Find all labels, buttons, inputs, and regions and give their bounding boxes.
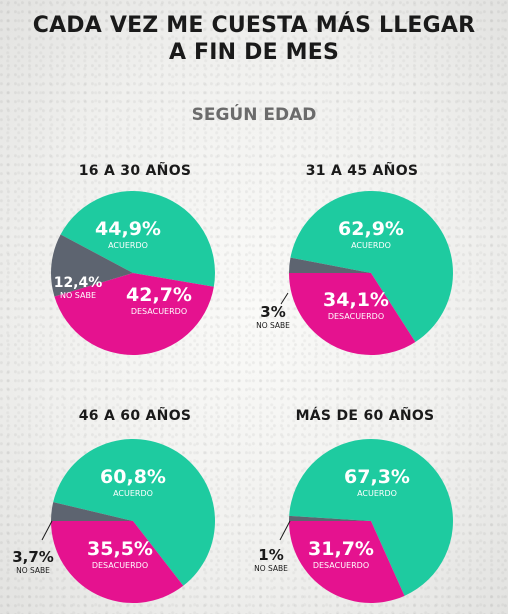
pie-slice-no-sabe xyxy=(289,257,371,273)
chart-title-16-30: 16 A 30 AÑOS xyxy=(78,163,192,179)
slice-category-label: DESACUERDO xyxy=(328,312,384,321)
chart-title-31-45: 31 A 45 AÑOS xyxy=(305,163,419,179)
pie-group-3: 67,3%ACUERDO 31,7%DESACUERDO 1%NO SABE xyxy=(254,439,453,603)
slice-value-label: 3,7% xyxy=(12,548,54,566)
pie-group-1: 62,9%ACUERDO 34,1%DESACUERDO 3%NO SABE xyxy=(256,191,453,356)
pie-slice-acuerdo xyxy=(290,191,453,342)
slice-value-label: 35,5% xyxy=(87,538,153,560)
slice-value-label: 3% xyxy=(260,303,285,321)
page-title: CADA VEZ ME CUESTA MÁS LLEGAR A FIN DE M… xyxy=(0,12,508,66)
slice-category-label: ACUERDO xyxy=(351,241,391,250)
pie-slice-desacuerdo xyxy=(289,521,405,603)
slice-category-label: DESACUERDO xyxy=(131,307,187,316)
pie-group-2: 60,8%ACUERDO 35,5%DESACUERDO 3,7%NO SABE xyxy=(12,438,216,603)
leader-line xyxy=(41,520,53,541)
slice-category-label: NO SABE xyxy=(256,321,290,330)
pie-slice-desacuerdo xyxy=(289,273,416,356)
slice-category-label: ACUERDO xyxy=(357,489,397,498)
subtitle: SEGÚN EDAD xyxy=(191,105,317,125)
slice-category-label: NO SABE xyxy=(254,564,288,573)
slice-category-label: NO SABE xyxy=(16,566,50,575)
slice-value-label: 42,7% xyxy=(126,284,192,306)
slice-value-label: 31,7% xyxy=(308,538,374,560)
slice-category-label: ACUERDO xyxy=(113,489,153,498)
slice-value-label: 67,3% xyxy=(344,466,410,488)
title-line-2: A FIN DE MES xyxy=(168,40,340,65)
slice-value-label: 1% xyxy=(258,546,283,564)
pie-slice-desacuerdo xyxy=(54,273,214,356)
pie-slice-no-sabe xyxy=(51,502,133,521)
leader-line xyxy=(280,292,289,305)
pie-slice-no-sabe xyxy=(289,515,371,521)
slice-category-label: ACUERDO xyxy=(108,241,148,250)
chart-title-46-60: 46 A 60 AÑOS xyxy=(78,408,192,424)
slice-category-label: DESACUERDO xyxy=(92,561,148,570)
pie-group-0: 44,9%ACUERDO 42,7%DESACUERDO 12,4%NO SABE xyxy=(50,191,215,356)
pie-slice-acuerdo xyxy=(289,439,453,596)
slice-category-label: DESACUERDO xyxy=(313,561,369,570)
chart-title-60-plus: MÁS DE 60 AÑOS xyxy=(295,408,435,424)
slice-value-label: 62,9% xyxy=(338,218,404,240)
slice-value-label: 44,9% xyxy=(95,218,161,240)
slice-value-label: 60,8% xyxy=(100,466,166,488)
title-line-1: CADA VEZ ME CUESTA MÁS LLEGAR xyxy=(32,13,476,38)
pie-slice-acuerdo xyxy=(53,438,216,586)
pie-slice-desacuerdo xyxy=(51,521,184,603)
slice-value-label: 12,4% xyxy=(54,275,103,291)
slice-value-label: 34,1% xyxy=(323,289,389,311)
pie-slice-acuerdo xyxy=(60,191,215,287)
pie-slice-no-sabe xyxy=(50,234,133,297)
slice-category-label: NO SABE xyxy=(60,291,96,300)
leader-line xyxy=(279,520,291,541)
